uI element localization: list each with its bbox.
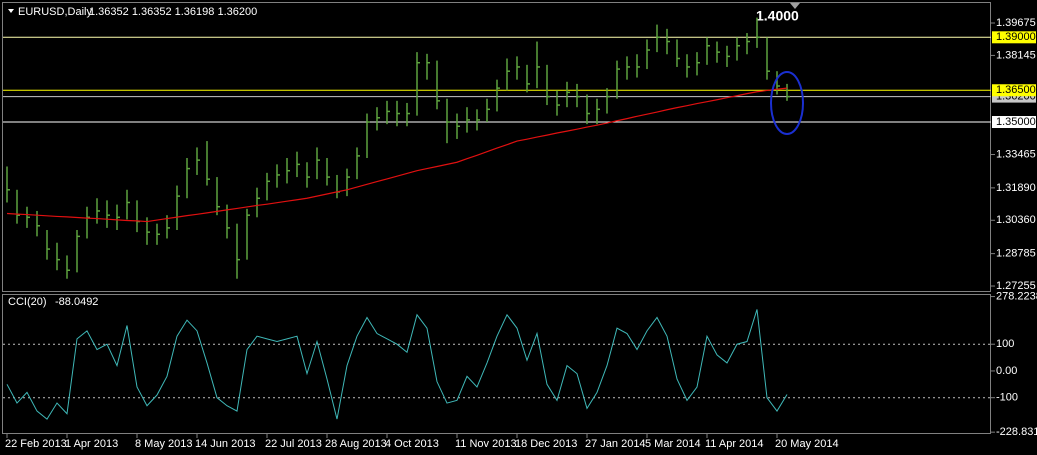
annotation-marker — [790, 3, 800, 9]
y-tick-label: 1.27255 — [996, 280, 1036, 292]
x-tick-label: 22 Jul 2013 — [265, 438, 322, 450]
moving-average — [6, 87, 788, 223]
x-tick-label: 22 Feb 2013 — [5, 438, 67, 450]
y-tick-label: 100 — [996, 338, 1014, 350]
x-tick-label: 11 Nov 2013 — [455, 438, 517, 450]
y-tick-label: 1.33465 — [996, 148, 1036, 160]
level-label: 1.36500 — [996, 84, 1036, 96]
level-label-bg — [992, 116, 1036, 129]
cci-line — [6, 309, 788, 420]
x-tick-label: 14 Jun 2013 — [195, 438, 256, 450]
y-tick-label: 0.00 — [996, 365, 1017, 377]
y-tick-label: 278.2238 — [996, 290, 1037, 302]
y-tick-label: 1.39675 — [996, 17, 1036, 29]
y-tick-label: 1.28785 — [996, 248, 1036, 260]
y-tick-label: -100 — [996, 392, 1018, 404]
x-tick-label: 20 May 2014 — [775, 438, 839, 450]
plot-area: 1.39675 1.38145 1.33465 1.31890 1.30360 1.287… — [3, 17, 1037, 450]
y-tick-label: 1.30360 — [996, 214, 1036, 226]
x-tick-label: 11 Apr 2014 — [705, 438, 764, 450]
price-panel — [2, 2, 991, 292]
x-tick-label: 28 Aug 2013 — [325, 438, 387, 450]
y-tick-label: 1.38145 — [996, 49, 1036, 61]
x-tick-label: 18 Dec 2013 — [515, 438, 577, 450]
price-annotation: 1.4000 — [756, 8, 799, 24]
x-tick-label: 27 Jan 2014 — [585, 438, 646, 450]
highlight-ellipse — [770, 71, 804, 135]
cci-panel — [2, 294, 991, 434]
x-tick-label: 8 May 2013 — [135, 438, 192, 450]
cci-current-value: -88.0492 — [55, 296, 98, 308]
header-arrow — [8, 9, 14, 13]
x-tick-label: 5 Mar 2014 — [645, 438, 701, 450]
y-tick-label: 1.31890 — [996, 182, 1036, 194]
cci-title: CCI(20) — [8, 296, 47, 308]
ohlc-header: 1.36352 1.36352 1.36198 1.36200 — [89, 6, 257, 18]
level-label: 1.35000 — [996, 116, 1036, 128]
y-tick-label: -228.8311 — [996, 426, 1037, 438]
level-label-bg — [992, 84, 1036, 97]
x-tick-label: 4 Oct 2013 — [385, 438, 439, 450]
level-label: 1.39000 — [996, 31, 1036, 43]
symbol-title: EURUSD,Daily — [18, 6, 92, 18]
x-tick-label: 1 Apr 2013 — [65, 438, 118, 450]
level-label-bg — [992, 31, 1036, 44]
